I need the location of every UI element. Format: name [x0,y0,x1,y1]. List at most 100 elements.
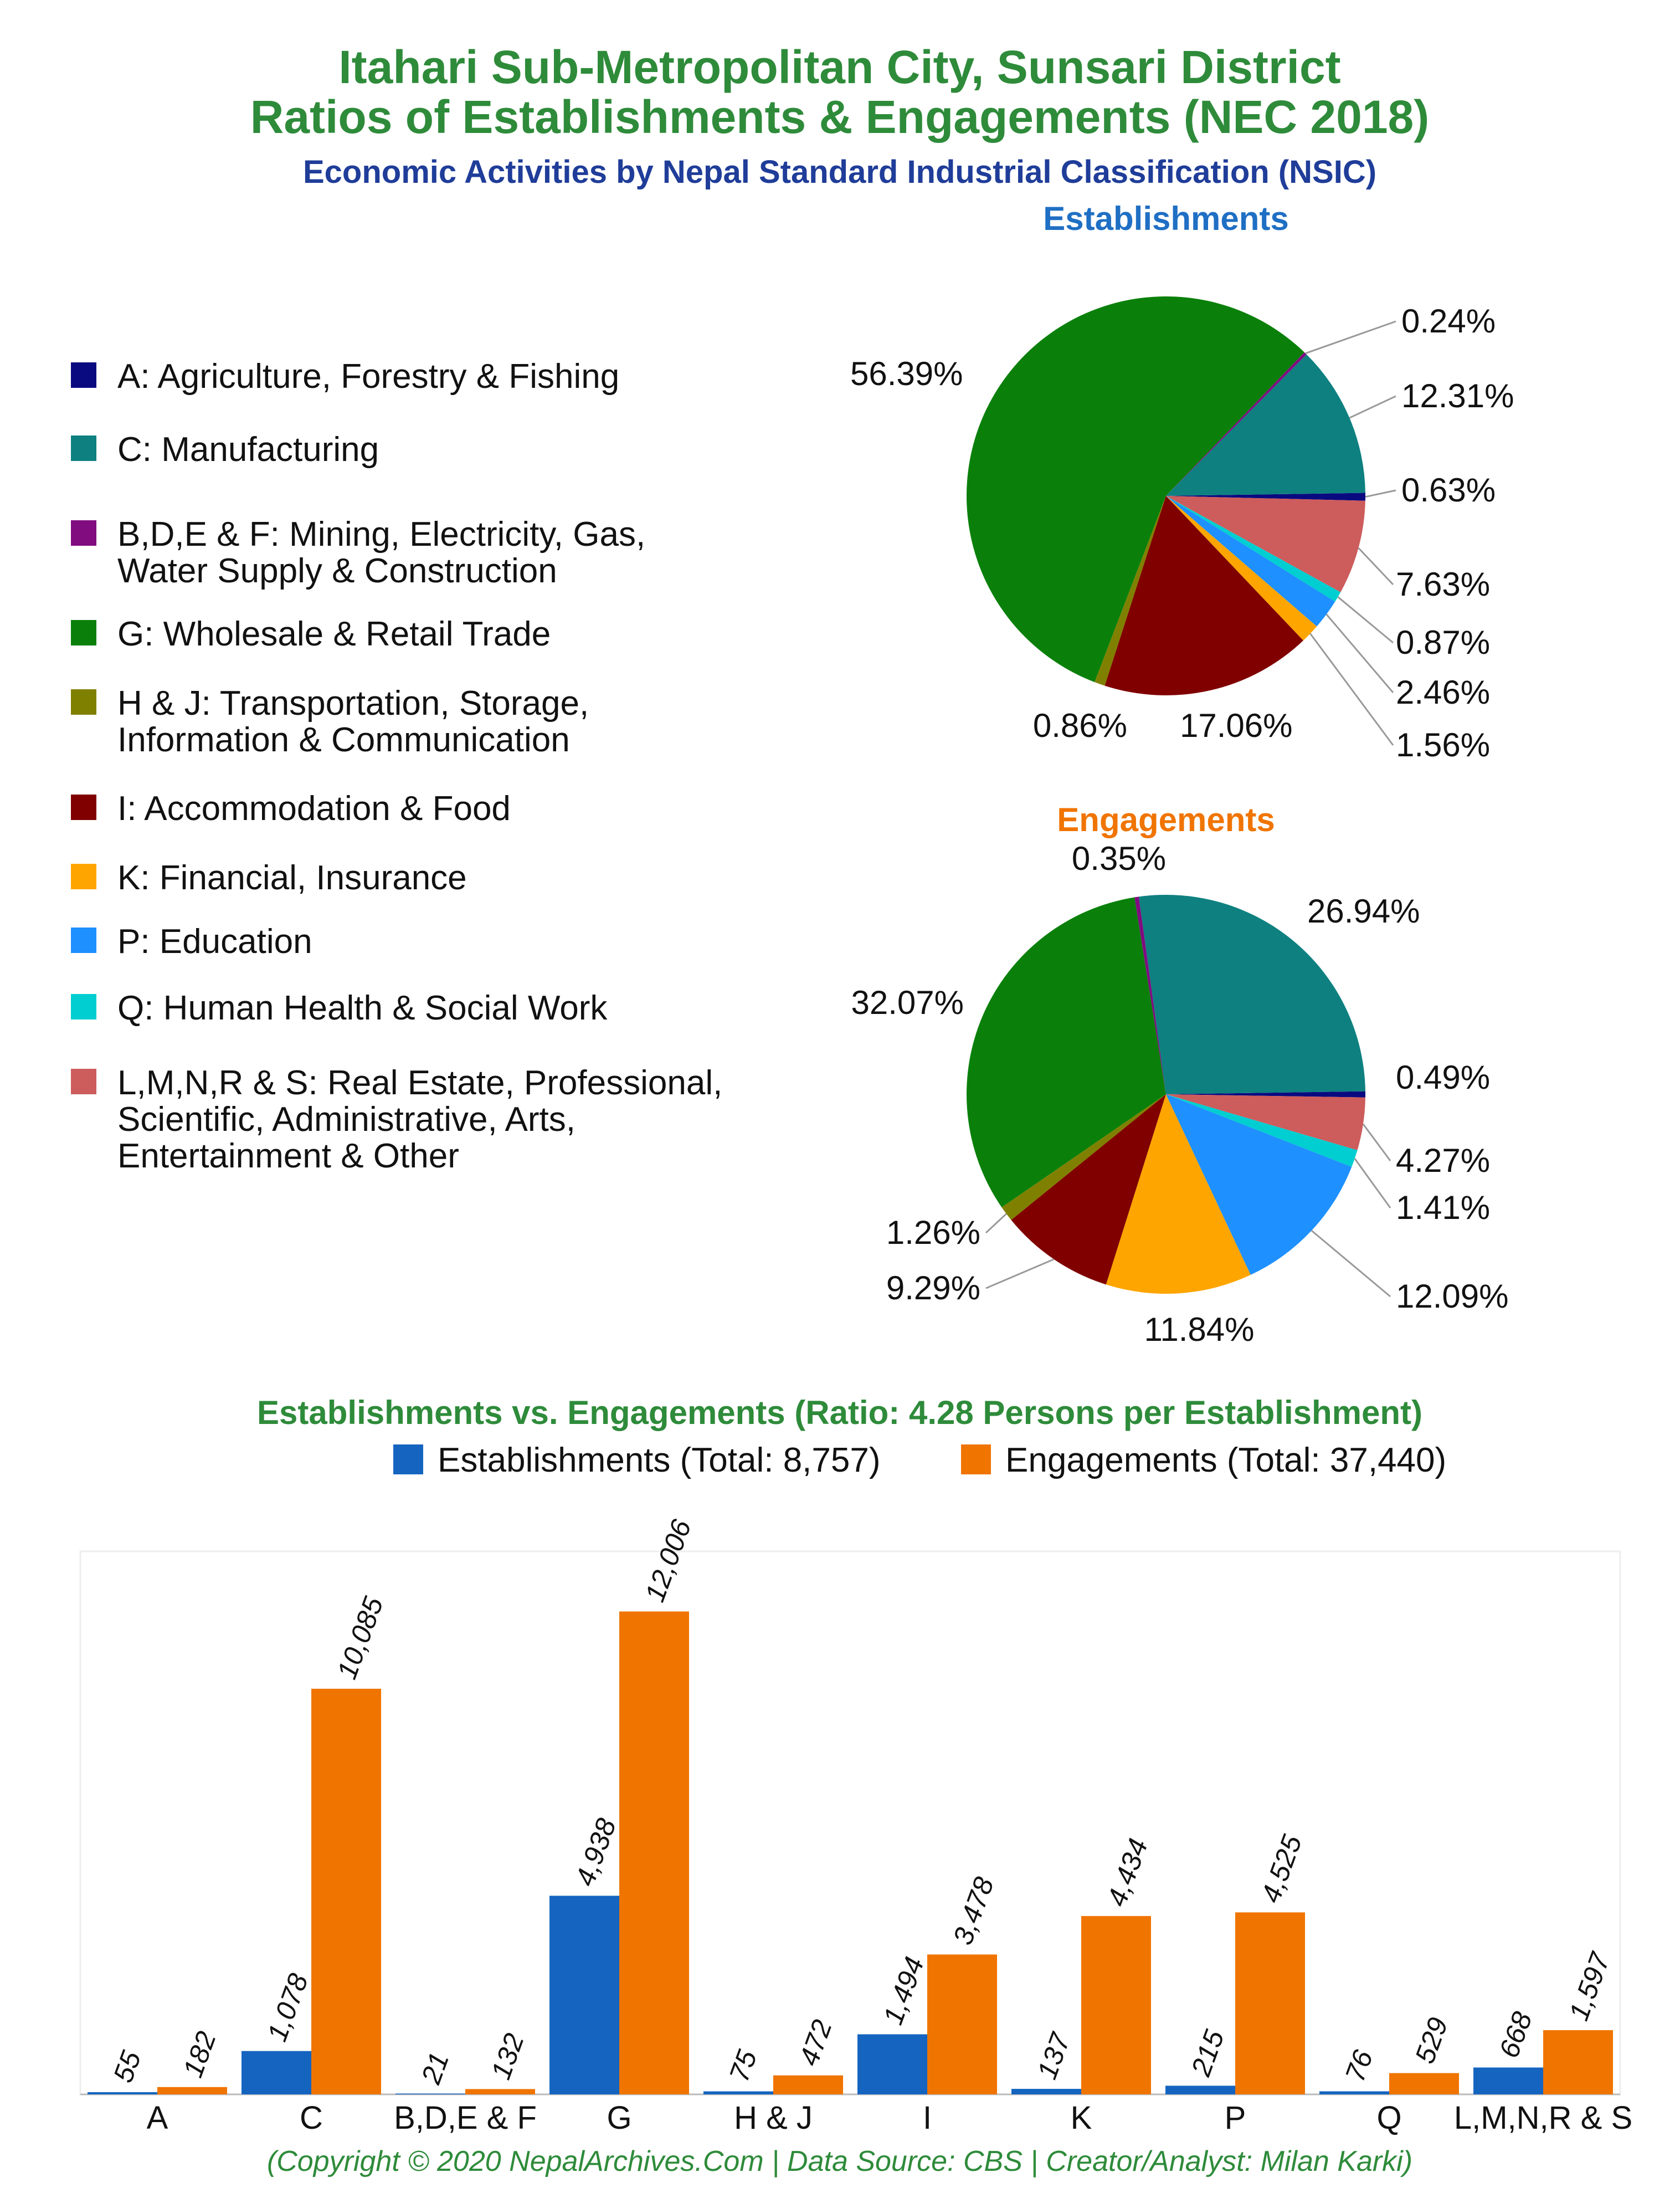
pie2-label-c: 26.94% [1307,893,1420,930]
bar-value-label-establishments-k: 137 [1031,2028,1077,2083]
bar-establishments-g [549,1895,619,2094]
bar-value-label-engagements-h-j: 472 [793,2016,838,2070]
bar-value-label-establishments-a: 55 [107,2047,147,2087]
bar-engagements-i [927,1954,997,2094]
bar-engagements-p [1235,1912,1305,2094]
pie1-leader-c [1349,395,1396,419]
pie2-label-a: 0.49% [1396,1059,1490,1096]
establishments-pie-title: Establishments [1043,200,1288,237]
pie2-label-g: 32.07% [851,984,964,1021]
page-title-line1: Itahari Sub-Metropolitan City, Sunsari D… [338,41,1340,93]
bar-value-label-establishments-p: 215 [1185,2026,1230,2081]
pie2-leader-q [1354,1158,1391,1208]
pie1-leader-l-m-n-r-s [1358,547,1394,586]
bar-establishments-b-d-e-f [395,2093,465,2094]
pie1-label-l-m-n-r-s: 7.63% [1396,566,1490,603]
pie1-leader-a [1365,489,1396,498]
legend-swatch-5 [71,795,96,820]
pie1-slice-h-j [1095,496,1166,686]
legend-swatch-7 [71,928,96,953]
x-tick-c: C [300,2100,323,2136]
bar-establishments-k [1011,2089,1081,2094]
establishments-pie [966,296,1365,695]
x-tick-b-d-e-f: B,D,E & F [394,2100,537,2136]
bar-engagements-a [157,2087,227,2094]
pie2-label-h-j: 1.26% [886,1214,980,1251]
x-tick-h-j: H & J [734,2100,813,2136]
engagements-pie [967,895,1365,1294]
bar-value-label-engagements-i: 3,478 [947,1873,1000,1949]
pie2-slice-c [1138,895,1365,1094]
pie1-label-p: 2.46% [1396,674,1490,711]
pie2-slice-a [1166,1091,1365,1098]
pie2-slice-l-m-n-r-s [1166,1094,1365,1150]
pie2-slice-p [1166,1094,1352,1275]
bar-engagements-h-j [773,2075,843,2094]
bar-engagements-l-m-n-r-s [1543,2030,1613,2094]
pie2-leader-p [1311,1229,1391,1298]
bar-establishments-p [1165,2086,1235,2094]
legend-label-5-0: I: Accommodation & Food [117,790,511,828]
pie2-label-b-d-e-f: 0.35% [1072,840,1166,877]
pie1-label-c: 12.31% [1401,377,1514,414]
x-tick-a: A [147,2100,168,2136]
pie1-leader-q [1337,596,1394,644]
bar-establishments-c [242,2051,311,2094]
legend-swatch-1 [71,435,96,461]
legend-label-1-0: C: Manufacturing [117,431,379,469]
legend-label-0-0: A: Agriculture, Forestry & Fishing [117,357,619,396]
legend-swatch-engagements [961,1444,991,1474]
x-tick-q: Q [1376,2100,1401,2136]
engagements-pie-labels: 0.49% 26.94% 0.35% 32.07% 1.26% 9.29% 11.84% 12… [851,840,1509,1348]
bar-value-label-engagements-k: 4,434 [1101,1835,1154,1910]
engagements-pie-title: Engagements [1057,801,1275,838]
bar-engagements-b-d-e-f [465,2089,535,2094]
pie1-leader-k [1309,633,1394,746]
pie1-label-k: 1.56% [1396,726,1490,764]
pie1-slice-l-m-n-r-s [1166,496,1365,592]
pie1-label-a: 0.63% [1401,472,1496,509]
page-subtitle: Economic Activities by Nepal Standard In… [303,154,1376,190]
legend-label-4-0: H & J: Transportation, Storage, [117,684,589,723]
legend-label-establishments: Establishments (Total: 8,757) [438,1441,881,1479]
bar-value-label-engagements-l-m-n-r-s: 1,597 [1563,1948,1616,2025]
legend-label-6-0: K: Financial, Insurance [117,859,467,897]
legend-label-9-0: L,M,N,R & S: Real Estate, Professional, [117,1064,722,1102]
bar-value-label-establishments-q: 76 [1339,2046,1379,2086]
x-tick-g: G [607,2100,631,2136]
bar-engagements-q [1389,2073,1459,2094]
x-tick-l-m-n-r-s: L,M,N,R & S [1454,2100,1632,2136]
legend-swatch-6 [71,864,96,889]
pie2-label-p: 12.09% [1396,1278,1509,1315]
pie1-slice-b-d-e-f [1166,352,1307,496]
legend-swatch-3 [71,620,96,645]
bar-value-label-engagements-g: 12,006 [639,1515,697,1606]
pie1-label-h-j: 0.86% [1033,707,1127,744]
bar-value-label-engagements-p: 4,525 [1255,1831,1308,1907]
bar-establishments-a [88,2092,157,2094]
pie2-label-i: 9.29% [886,1269,980,1306]
bar-value-label-establishments-i: 1,494 [877,1953,930,2029]
pie1-slice-k [1166,496,1317,641]
category-legend: A: Agriculture, Forestry & Fishing C: Man… [71,357,722,1175]
bar-engagements-c [311,1688,381,2094]
establishments-pie-labels: 0.63% 12.31% 0.24% 56.39% 0.86% 17.06% 1.56% 2.… [850,303,1514,764]
legend-swatch-establishments [393,1444,423,1474]
pie1-leader-b-d-e-f [1305,320,1396,355]
x-tick-p: P [1225,2100,1246,2136]
bar-value-label-establishments-c: 1,078 [261,1970,314,2046]
legend-swatch-2 [71,520,96,546]
pie2-slice-q [1166,1094,1358,1167]
legend-swatch-9 [71,1069,96,1094]
pie2-label-k: 11.84% [1144,1311,1254,1348]
bar-value-label-engagements-c: 10,085 [331,1593,389,1683]
legend-label-3-0: G: Wholesale & Retail Trade [117,615,551,653]
legend-label-7-0: P: Education [117,923,312,961]
bar-establishments-i [857,2034,927,2094]
pie2-slice-i [1011,1094,1166,1285]
legend-label-4-1: Information & Communication [117,721,570,759]
legend-label-9-1: Scientific, Administrative, Arts, [117,1100,576,1139]
pie1-slice-a [1166,493,1365,501]
footer-credit: (Copyright © 2020 NepalArchives.Com | Da… [267,2145,1412,2177]
